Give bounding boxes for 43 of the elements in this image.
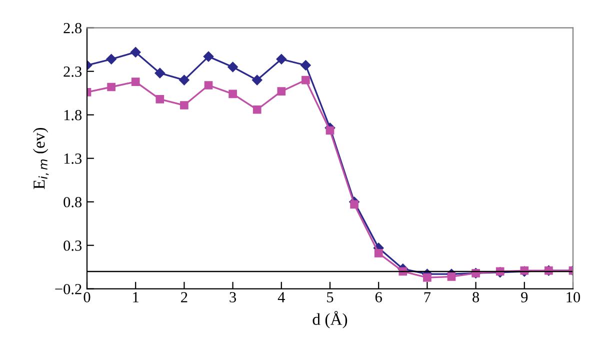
x-tick-label: 1 — [133, 292, 139, 302]
x-tick-label: 2 — [181, 292, 188, 302]
x-axis-title: d (Å) — [312, 311, 348, 328]
y-axis-title: E$_{i,m}$ (ev) — [33, 128, 49, 190]
point — [276, 54, 287, 64]
point — [204, 81, 213, 90]
point — [228, 90, 237, 98]
point — [131, 78, 140, 86]
y-tick-label: 2.8 — [64, 22, 82, 34]
y-tick-label: −0.2 — [55, 284, 82, 294]
point — [300, 60, 311, 70]
x-tick-label: 10 — [566, 292, 580, 302]
y-tick-label: 2.3 — [64, 66, 82, 77]
point — [252, 74, 262, 86]
y-tick-label: 1.8 — [64, 110, 82, 120]
point — [302, 76, 310, 84]
point — [154, 68, 166, 78]
x-tick-label: 6 — [375, 292, 382, 302]
point — [228, 62, 238, 72]
x-tick-label: 5 — [327, 292, 334, 302]
point — [423, 273, 432, 282]
y-tick-label: 0.3 — [64, 240, 82, 251]
x-tick-label: 3 — [230, 292, 236, 302]
x-tick-label: 7 — [424, 292, 431, 302]
point — [107, 82, 116, 92]
point — [156, 95, 164, 104]
point — [106, 54, 116, 64]
point — [326, 126, 334, 135]
point — [350, 200, 358, 209]
point — [252, 105, 262, 114]
point — [203, 51, 214, 62]
point — [374, 249, 383, 258]
point — [277, 87, 286, 96]
x-tick-label: 4 — [278, 292, 285, 302]
point — [180, 101, 188, 110]
point — [179, 74, 190, 86]
x-tick-label: 0 — [84, 292, 90, 302]
x-tick-label: 8 — [472, 292, 480, 302]
point — [447, 272, 456, 281]
point — [130, 47, 141, 58]
y-tick-label: 1.3 — [64, 154, 82, 164]
x-tick-label: 9 — [521, 292, 528, 302]
y-tick-label: 0.8 — [64, 196, 82, 208]
